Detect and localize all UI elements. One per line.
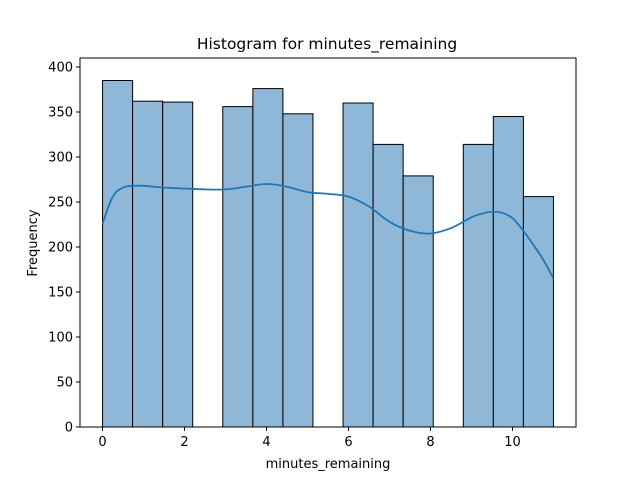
x-tick-label: 4	[262, 435, 270, 450]
histogram-bar-6	[282, 113, 314, 428]
histogram-bar-4	[222, 106, 254, 428]
y-tick-label: 350	[48, 106, 73, 121]
x-axis-label: minutes_remaining	[266, 457, 391, 472]
plot-frame	[79, 57, 577, 428]
y-tick-label: 200	[48, 241, 73, 256]
x-tick-label: 6	[344, 435, 352, 450]
x-tick-label: 2	[180, 435, 188, 450]
histogram-bar-12	[462, 143, 494, 428]
histogram-bar-9	[372, 143, 404, 428]
histogram-bar-2	[162, 101, 194, 428]
x-tick-label: 8	[426, 435, 434, 450]
histogram-bar-10	[402, 175, 434, 428]
y-axis-label: Frequency	[26, 209, 41, 276]
y-tick-label: 150	[48, 286, 73, 301]
y-tick-label: 300	[48, 151, 73, 166]
y-tick-label: 0	[65, 421, 73, 436]
y-tick-label: 100	[48, 331, 73, 346]
x-tick-label: 10	[504, 435, 521, 450]
histogram-bar-1	[132, 100, 164, 428]
y-tick-label: 400	[48, 61, 73, 76]
y-tick-label: 250	[48, 196, 73, 211]
histogram-bar-8	[342, 102, 374, 428]
x-axis-ticks: 0 2 4 6 8 10	[98, 427, 521, 450]
y-axis-ticks: 0 50 100 150 200 250 300 350 400	[48, 61, 80, 436]
y-tick-label: 50	[56, 376, 73, 391]
chart-title: Histogram for minutes_remaining	[197, 35, 457, 54]
histogram-bar-5	[252, 88, 284, 428]
histogram-bar-14	[522, 196, 554, 428]
kde-curve	[101, 183, 555, 279]
histogram-bar-0	[102, 80, 134, 428]
bars-group	[102, 80, 554, 428]
x-tick-label: 0	[98, 435, 106, 450]
histogram-bar-13	[492, 116, 524, 428]
